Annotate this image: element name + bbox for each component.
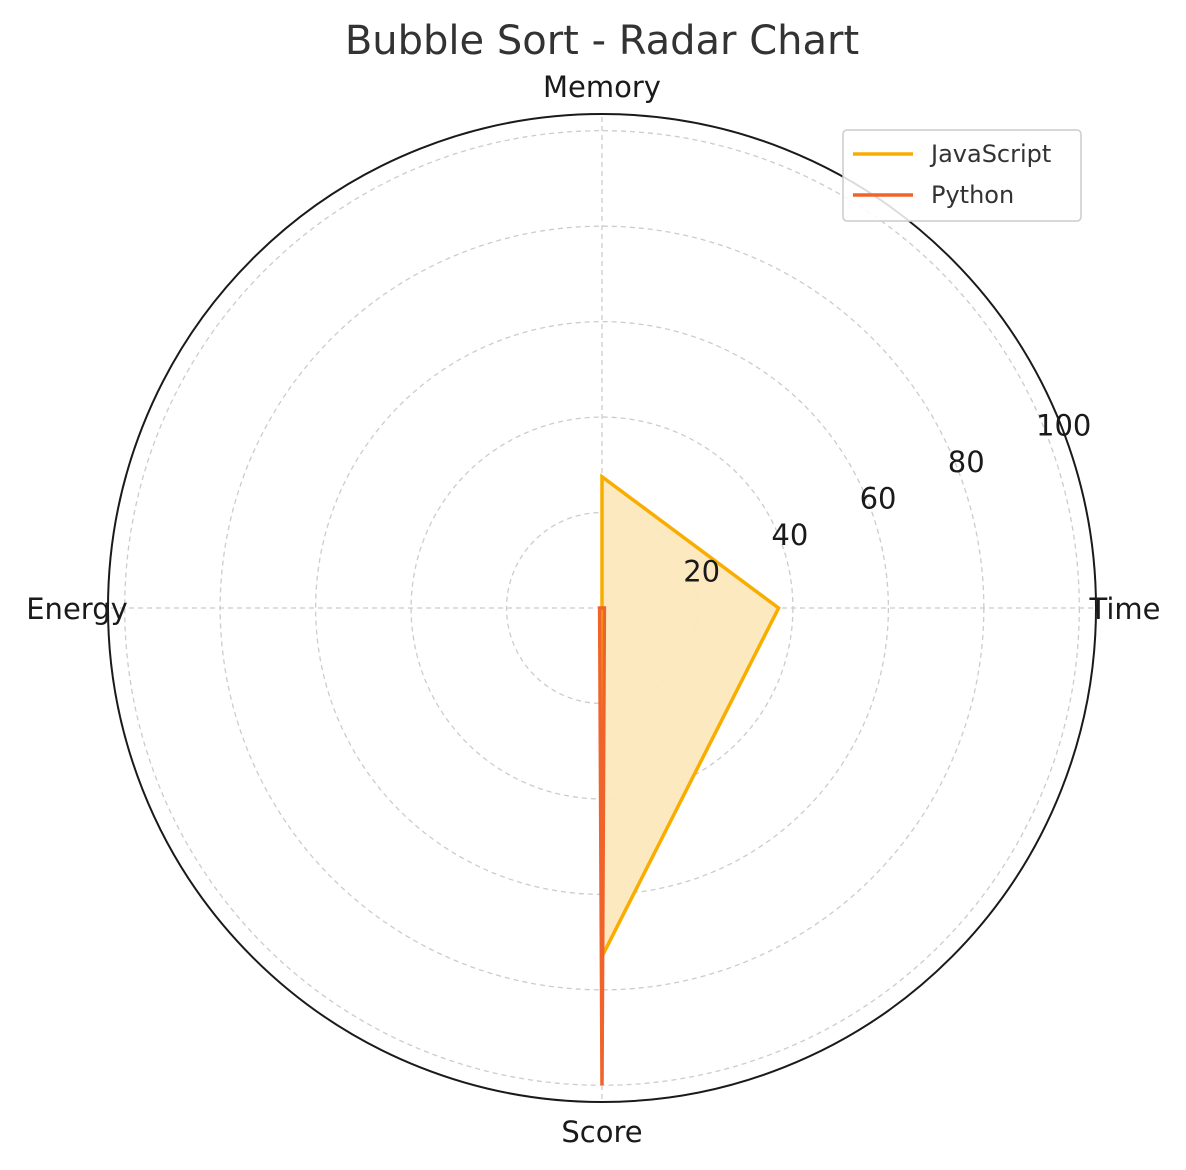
series-fill-javascript — [602, 476, 779, 957]
grid-ring-60 — [314, 320, 890, 896]
tick-label-100: 100 — [1036, 408, 1091, 442]
radial-tick-labels: 20 40 60 80 100 — [683, 408, 1091, 588]
radar-series — [597, 473, 781, 1086]
axis-label-time: Time — [1089, 592, 1161, 626]
axis-label-energy: Energy — [26, 592, 128, 626]
series-line-python — [597, 606, 607, 1086]
legend-label-javascript: JavaScript — [929, 140, 1051, 168]
chart-title: Bubble Sort - Radar Chart — [345, 18, 859, 64]
tick-label-20: 20 — [683, 555, 720, 589]
axis-label-score: Score — [561, 1115, 642, 1149]
axis-label-memory: Memory — [543, 70, 661, 104]
legend: JavaScript Python — [842, 129, 1082, 222]
outer-frame — [107, 113, 1097, 1103]
legend-label-python: Python — [931, 181, 1014, 209]
axis-labels: Time Memory Energy Score — [26, 70, 1160, 1149]
tick-label-60: 60 — [860, 481, 897, 515]
tick-label-80: 80 — [948, 445, 985, 479]
tick-label-40: 40 — [771, 518, 808, 552]
